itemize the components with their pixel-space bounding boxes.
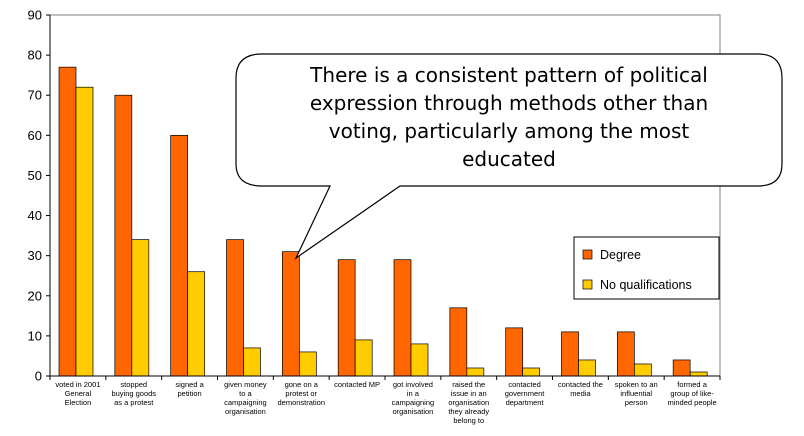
y-tick-label: 80 [28, 48, 42, 63]
x-category-label: protest or [285, 389, 317, 398]
bar-degree [616, 331, 635, 377]
x-category-label: belong to [453, 416, 484, 425]
legend-swatch-degree [582, 249, 593, 260]
x-category-label: signed a [175, 380, 204, 389]
x-category-label: group of like- [670, 389, 714, 398]
y-tick-label: 50 [28, 168, 42, 183]
callout-line-4: educated [462, 147, 556, 171]
bar-degree [170, 134, 189, 377]
x-category-label: stopped [120, 380, 147, 389]
y-tick-label: 0 [35, 369, 42, 384]
y-tick-label: 30 [28, 248, 42, 263]
y-axis: 0 10 20 30 40 50 60 70 80 90 [28, 8, 51, 384]
x-category-label: organisation [392, 407, 433, 416]
x-category-label: General [65, 389, 92, 398]
x-category-label: given money [224, 380, 267, 389]
bar-degree [226, 239, 244, 377]
x-category-label: buying goods [111, 389, 156, 398]
legend-label-degree: Degree [600, 248, 641, 262]
callout-line-2: expression through methods other than [310, 91, 708, 115]
legend-box [573, 236, 720, 300]
y-tick-label: 60 [28, 128, 42, 143]
callout-bubble [235, 53, 783, 260]
callout-line-3: voting, particularly among the most [329, 119, 690, 143]
y-tick-label: 70 [28, 88, 42, 103]
x-category-label: organisation [225, 407, 266, 416]
bar-no-qualifications [243, 347, 261, 377]
x-category-label: in a [407, 389, 420, 398]
bar-series [58, 66, 708, 377]
x-category-label: contacted MP [334, 380, 380, 389]
bar-degree [449, 307, 468, 377]
bar-degree [114, 94, 133, 377]
x-category-label: voted in 2001 [55, 380, 100, 389]
bar-degree [393, 259, 412, 377]
x-category-label: person [625, 398, 648, 407]
y-tick-label: 20 [28, 288, 42, 303]
bar-no-qualifications [578, 359, 596, 377]
x-category-label: media [570, 389, 591, 398]
y-tick-label: 10 [28, 328, 42, 343]
bar-no-qualifications [131, 239, 150, 377]
y-tick-label: 40 [28, 208, 42, 223]
x-category-label: raised the [452, 380, 485, 389]
x-category-label: campaigning [224, 398, 267, 407]
bar-degree [337, 259, 356, 377]
x-category-label: to a [239, 389, 252, 398]
bar-no-qualifications [75, 86, 94, 377]
x-category-label: gone on a [285, 380, 319, 389]
x-category-label: spoken to an [615, 380, 658, 389]
callout-line-1: There is a consistent pattern of politic… [309, 63, 708, 87]
x-category-label: government [505, 389, 546, 398]
bar-degree [505, 327, 524, 377]
legend-label-no-qualifications: No qualifications [600, 278, 692, 292]
x-category-label: contacted [508, 380, 541, 389]
bar-no-qualifications [522, 367, 541, 377]
x-category-label: campaigning [392, 398, 435, 407]
x-category-label: minded people [667, 398, 716, 407]
x-category-label: they already [448, 407, 489, 416]
bar-no-qualifications [466, 367, 485, 377]
bar-no-qualifications [689, 371, 708, 377]
x-category-label: Election [65, 398, 92, 407]
x-category-label: contacted the [558, 380, 603, 389]
bar-degree [672, 359, 691, 377]
x-category-label: department [506, 398, 545, 407]
legend-swatch-no-qualifications [582, 279, 593, 290]
bar-no-qualifications [187, 271, 206, 377]
bar-degree [281, 251, 300, 377]
bar-degree [58, 66, 77, 377]
x-category-label: organisation [448, 398, 489, 407]
x-category-label: influential [620, 389, 652, 398]
bar-no-qualifications [633, 363, 652, 377]
legend: Degree No qualifications [573, 236, 720, 300]
x-category-label: issue in an [451, 389, 487, 398]
y-tick-label: 90 [28, 8, 42, 23]
bar-no-qualifications [298, 351, 317, 377]
x-category-label: petition [177, 389, 201, 398]
bar-no-qualifications [410, 343, 429, 377]
callout: There is a consistent pattern of politic… [235, 53, 783, 260]
bar-degree [561, 331, 579, 377]
x-category-label: demonstration [277, 398, 325, 407]
x-category-label: got involved [393, 380, 433, 389]
x-category-label: as a protest [114, 398, 154, 407]
bar-no-qualifications [354, 339, 373, 377]
x-category-label: formed a [677, 380, 707, 389]
